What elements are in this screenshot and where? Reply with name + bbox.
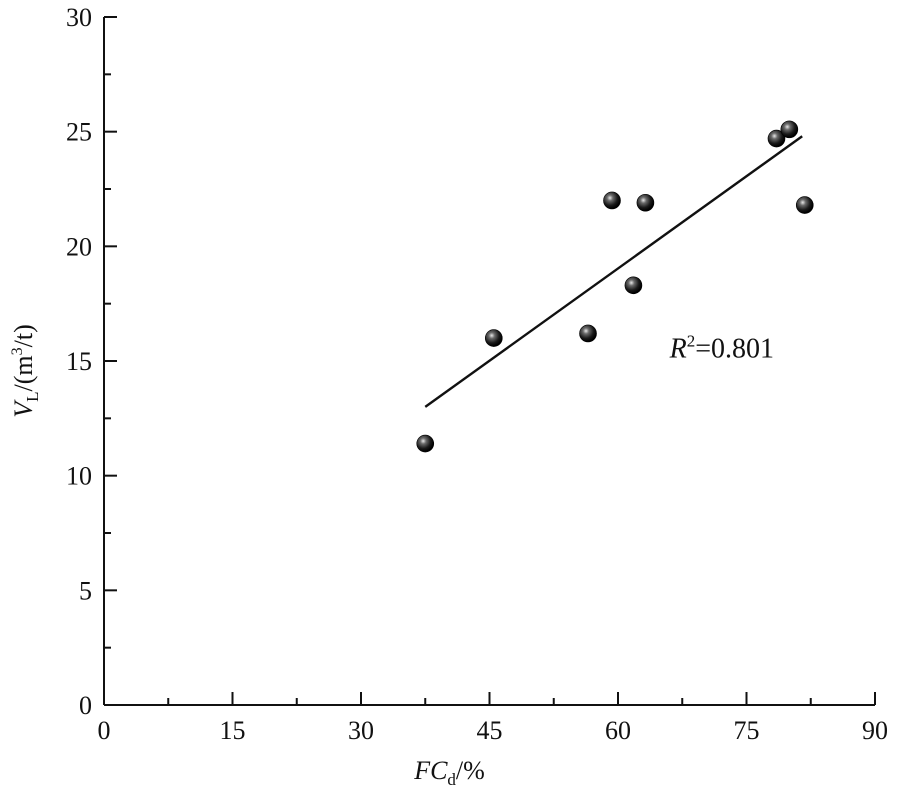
data-point — [767, 129, 786, 148]
x-tick-label: 0 — [98, 716, 111, 745]
x-tick-label: 75 — [734, 716, 760, 745]
fit-line-group — [424, 135, 803, 408]
data-point — [484, 329, 503, 347]
data-point — [624, 276, 643, 295]
y-tick-label: 10 — [66, 462, 92, 491]
r-squared-symbol: R — [669, 334, 687, 365]
x-axis-title-main: FC — [413, 756, 448, 785]
data-point — [603, 191, 621, 210]
data-point — [416, 434, 435, 453]
y-tick-label: 15 — [66, 347, 92, 376]
tick-group: 0 15 30 45 60 75 90 0 5 10 15 20 25 30 — [66, 3, 888, 745]
y-axis-title-sub: L — [23, 391, 42, 401]
x-axis-title-unit: /% — [456, 756, 485, 785]
data-point — [636, 193, 655, 212]
y-axis-title-main: V — [9, 399, 38, 418]
x-tick-label: 30 — [348, 716, 374, 745]
y-tick-label: 30 — [66, 3, 92, 32]
x-tick-label: 15 — [220, 716, 246, 745]
y-axis-title-unit-sup: 3 — [9, 347, 26, 355]
x-axis-title: FCd/% — [413, 756, 485, 789]
y-axis-title-unit-post: /t) — [9, 324, 38, 347]
y-axis-title-unit-pre: /(m — [9, 355, 38, 391]
y-tick-label: 25 — [66, 118, 92, 147]
r-squared-sup: 2 — [687, 332, 696, 351]
x-tick-label: 60 — [605, 716, 631, 745]
y-tick-label: 0 — [79, 691, 92, 720]
x-axis-title-sub: d — [447, 770, 456, 789]
y-tick-label: 20 — [66, 232, 92, 261]
x-tick-label: 90 — [862, 716, 888, 745]
regression-line — [424, 135, 803, 408]
data-point — [579, 324, 597, 343]
r-squared-value: =0.801 — [695, 334, 774, 365]
y-axis-title: VL/(m3/t) — [9, 324, 42, 418]
data-point — [795, 196, 814, 214]
points-group — [416, 120, 814, 453]
x-tick-label: 45 — [477, 716, 503, 745]
data-point — [780, 120, 799, 139]
r-squared-annotation: R2=0.801 — [669, 332, 774, 365]
y-tick-label: 5 — [79, 576, 92, 605]
